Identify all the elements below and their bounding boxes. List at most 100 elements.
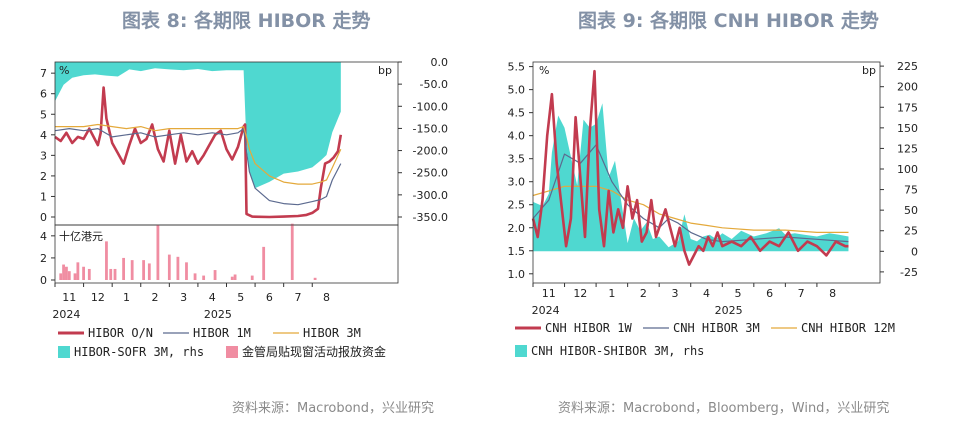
bar bbox=[67, 271, 71, 280]
right-tick-label: 125 bbox=[897, 142, 918, 155]
right-tick-label: 0.0 bbox=[431, 56, 449, 69]
legend-label: CNH HIBOR 12M bbox=[801, 321, 895, 335]
right-tick-label: 0 bbox=[911, 245, 918, 258]
bar bbox=[130, 260, 134, 280]
right-tick-label: -250.0 bbox=[413, 167, 448, 180]
right-chart-title: 图表 9: 各期限 CNH HIBOR 走势 bbox=[578, 10, 879, 32]
legend-swatch bbox=[58, 346, 70, 358]
bar bbox=[82, 266, 85, 280]
left-tick-label: 2.0 bbox=[508, 222, 526, 235]
bar bbox=[230, 276, 234, 280]
right-tick-label: 25 bbox=[904, 225, 918, 238]
month-label: 12 bbox=[573, 287, 587, 300]
bar bbox=[313, 277, 317, 280]
bar bbox=[156, 224, 160, 280]
legend-swatch bbox=[226, 346, 238, 358]
month-label: 2 bbox=[640, 287, 647, 300]
bar bbox=[142, 260, 146, 280]
legend-label: CNH HIBOR 1W bbox=[545, 321, 632, 335]
bar bbox=[87, 268, 91, 280]
bar bbox=[193, 273, 197, 280]
month-label: 3 bbox=[180, 291, 187, 304]
legend-label: HIBOR-SOFR 3M, rhs bbox=[74, 345, 204, 359]
cnh-hibor-chart: 1.01.52.02.53.03.54.04.55.05.5-250255075… bbox=[508, 60, 919, 317]
left-tick-label: 3.5 bbox=[508, 153, 526, 166]
right-unit: bp bbox=[862, 64, 876, 77]
line-series-2 bbox=[54, 128, 342, 206]
month-label: 8 bbox=[829, 287, 836, 300]
month-label: 7 bbox=[798, 287, 805, 300]
bar bbox=[213, 270, 217, 280]
left-tick-label: 1.0 bbox=[508, 268, 526, 281]
right-tick-label: 150 bbox=[897, 122, 918, 135]
month-label: 11 bbox=[62, 291, 76, 304]
bar bbox=[233, 274, 237, 280]
left-tick-label: 0 bbox=[40, 211, 47, 224]
right-tick-label: -100.0 bbox=[413, 100, 448, 113]
bar bbox=[290, 223, 294, 280]
month-label: 4 bbox=[209, 291, 216, 304]
month-label: 1 bbox=[608, 287, 615, 300]
left-tick-label: 1 bbox=[40, 190, 47, 203]
left-tick-label: 2 bbox=[40, 252, 47, 265]
right-legend: CNH HIBOR 1W CNH HIBOR 3M CNH HIBOR 12M CNH… bbox=[515, 321, 895, 358]
left-tick-label: 5 bbox=[40, 108, 47, 121]
legend-label: CNH HIBOR 3M bbox=[673, 321, 760, 335]
right-tick-label: -200.0 bbox=[413, 145, 448, 158]
bar bbox=[59, 273, 63, 280]
left-tick-label: 4 bbox=[40, 230, 47, 243]
bar bbox=[176, 256, 180, 280]
bar bbox=[113, 268, 117, 280]
left-chart-title: 图表 8: 各期限 HIBOR 走势 bbox=[122, 10, 371, 32]
line-series-3 bbox=[55, 123, 342, 185]
month-label: 11 bbox=[542, 287, 556, 300]
month-label: 2 bbox=[152, 291, 159, 304]
legend-label: HIBOR 1M bbox=[193, 326, 251, 340]
left-tick-label: 4 bbox=[40, 129, 47, 142]
left-tick-label: 7 bbox=[40, 67, 47, 80]
month-label: 7 bbox=[294, 291, 301, 304]
area-series-0 bbox=[55, 62, 341, 189]
bar bbox=[147, 263, 151, 280]
bar bbox=[62, 264, 65, 280]
bar-ylabel: 十亿港元 bbox=[59, 229, 103, 243]
bar bbox=[185, 262, 188, 280]
right-tick-label: 175 bbox=[897, 101, 918, 114]
bar bbox=[109, 268, 113, 280]
legend-swatch bbox=[515, 345, 527, 357]
right-source-note: 资料来源：Macrobond，Bloomberg，Wind，兴业研究 bbox=[558, 401, 890, 416]
month-label: 6 bbox=[766, 287, 773, 300]
right-unit: bp bbox=[378, 64, 392, 77]
line-series-3 bbox=[532, 185, 849, 233]
year-label: 2025 bbox=[715, 304, 743, 317]
month-label: 4 bbox=[703, 287, 710, 300]
bar bbox=[262, 246, 266, 280]
right-tick-label: 100 bbox=[897, 163, 918, 176]
month-label: 8 bbox=[323, 291, 330, 304]
month-label: 6 bbox=[266, 291, 273, 304]
left-tick-label: 0 bbox=[40, 274, 47, 287]
month-label: 12 bbox=[91, 291, 105, 304]
bar bbox=[202, 275, 206, 280]
right-tick-label: -25 bbox=[900, 266, 918, 279]
month-label: 3 bbox=[671, 287, 678, 300]
plot-frame bbox=[532, 61, 881, 284]
bar bbox=[76, 262, 80, 280]
legend-label: HIBOR 3M bbox=[303, 326, 361, 340]
left-tick-label: 5.5 bbox=[508, 61, 526, 74]
month-label: 5 bbox=[735, 287, 742, 300]
left-tick-label: 2 bbox=[40, 170, 47, 183]
year-label: 2024 bbox=[532, 304, 560, 317]
year-label: 2025 bbox=[204, 308, 232, 321]
left-tick-label: 5.0 bbox=[508, 84, 526, 97]
left-tick-label: 4.5 bbox=[508, 107, 526, 120]
bar bbox=[122, 257, 125, 280]
left-tick-label: 2.5 bbox=[508, 199, 526, 212]
bar bbox=[167, 254, 171, 280]
line-series-1 bbox=[531, 69, 849, 266]
right-tick-label: 50 bbox=[904, 204, 918, 217]
legend-label: 金管局贴现窗活动报放资金 bbox=[242, 344, 386, 359]
bar bbox=[250, 275, 254, 280]
